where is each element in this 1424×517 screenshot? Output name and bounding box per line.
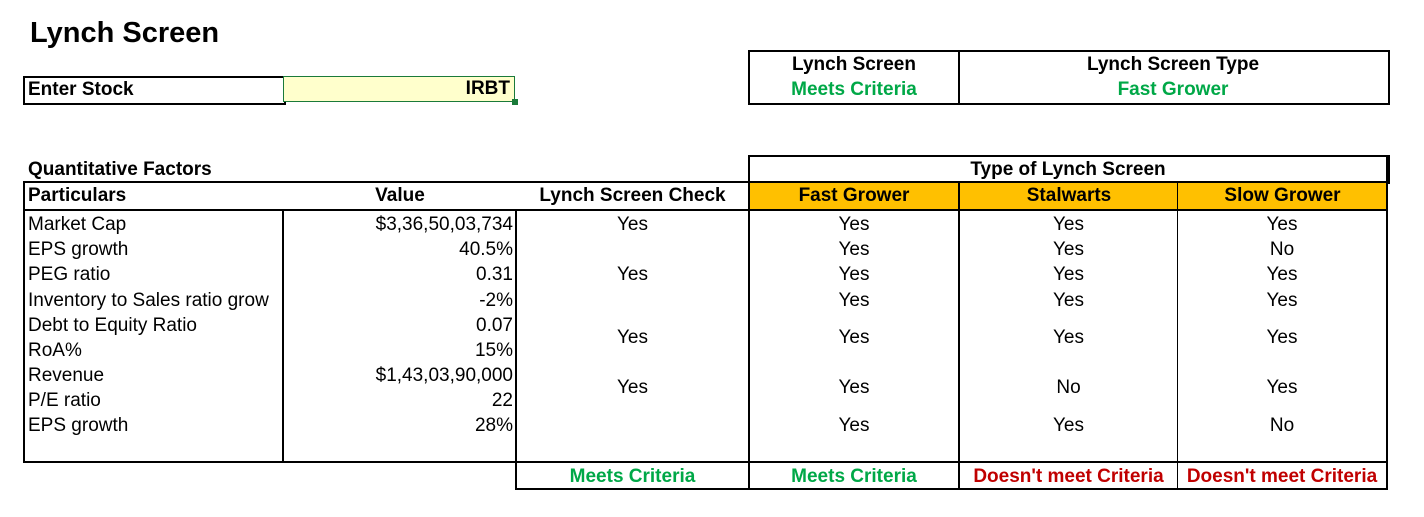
stalwarts-cell: Yes: [1053, 327, 1084, 348]
slow-grower-cell: No: [1269, 239, 1295, 260]
fast-grower-cell: Yes: [838, 214, 870, 235]
col-header-slow-grower: Slow Grower: [1224, 185, 1341, 206]
footer-stalwarts-result: Doesn't meet Criteria: [973, 466, 1164, 487]
footer-bottom-border: [515, 488, 1388, 490]
slow-grower-cell: Yes: [1266, 377, 1298, 398]
row-particular: Revenue: [28, 365, 105, 386]
header-bottom-border: [23, 209, 1388, 211]
slow-grower-cell: Yes: [1266, 290, 1298, 311]
col-header-value: Value: [375, 185, 425, 206]
summary-divider: [958, 51, 960, 103]
fast-grower-cell: Yes: [838, 290, 870, 311]
row-particular: EPS growth: [28, 239, 129, 260]
slow-grower-cell: Yes: [1266, 214, 1298, 235]
check-cell: Yes: [617, 377, 648, 398]
row-particular: Debt to Equity Ratio: [28, 315, 197, 336]
row-particular: Inventory to Sales ratio grow: [28, 290, 269, 311]
row-value: -2%: [479, 290, 513, 311]
row-value: 0.31: [476, 264, 513, 285]
row-value: 0.07: [476, 315, 513, 336]
page-title: Lynch Screen: [30, 17, 220, 49]
type-header-box: [748, 155, 1390, 184]
stalwarts-cell: Yes: [1053, 239, 1084, 260]
row-value: 28%: [474, 415, 513, 436]
value-check-divider: [515, 209, 517, 490]
footer-check-result: Meets Criteria: [569, 466, 696, 487]
particulars-value-divider: [282, 209, 284, 463]
stalwarts-cell: Yes: [1053, 415, 1084, 436]
summary-type-value: Fast Grower: [1117, 79, 1229, 100]
type-header-fill: [750, 183, 1386, 209]
table-right-border: [1386, 155, 1388, 490]
footer-slow-grower-result: Doesn't meet Criteria: [1186, 466, 1378, 487]
type-of-lynch-screen-header: Type of Lynch Screen: [970, 159, 1166, 180]
quantitative-factors-title: Quantitative Factors: [28, 159, 212, 180]
col-header-particulars: Particulars: [28, 185, 127, 206]
summary-box: [748, 50, 1390, 105]
enter-stock-label: Enter Stock: [28, 79, 134, 100]
row-particular: P/E ratio: [28, 390, 101, 411]
summary-lynch-screen-value: Meets Criteria: [791, 79, 917, 100]
fast-grower-cell: Yes: [838, 327, 870, 348]
fast-grower-cell: Yes: [838, 264, 870, 285]
stalwarts-slow-divider: [1177, 183, 1178, 490]
check-cell: Yes: [617, 214, 648, 235]
row-particular: RoA%: [28, 340, 82, 361]
table-left-border: [23, 181, 25, 463]
stalwarts-cell: Yes: [1053, 214, 1084, 235]
summary-type-header: Lynch Screen Type: [1086, 54, 1260, 75]
col-header-stalwarts: Stalwarts: [1026, 185, 1112, 206]
row-value: 22: [491, 390, 513, 411]
row-value: 15%: [474, 340, 513, 361]
footer-fast-grower-result: Meets Criteria: [791, 466, 917, 487]
fast-grower-cell: Yes: [838, 415, 870, 436]
table-bottom-border: [23, 461, 1388, 463]
row-particular: PEG ratio: [28, 264, 111, 285]
fill-handle[interactable]: [512, 99, 518, 105]
slow-grower-cell: No: [1269, 415, 1295, 436]
row-value: 40.5%: [459, 239, 513, 260]
fast-grower-cell: Yes: [838, 377, 870, 398]
stalwarts-cell: Yes: [1053, 290, 1084, 311]
row-value: $1,43,03,90,000: [375, 365, 513, 386]
check-cell: Yes: [617, 264, 648, 285]
stalwarts-cell: Yes: [1053, 264, 1084, 285]
row-particular: EPS growth: [28, 415, 129, 436]
slow-grower-cell: Yes: [1266, 327, 1298, 348]
summary-lynch-screen-header: Lynch Screen: [792, 54, 916, 75]
row-particular: Market Cap: [28, 214, 127, 235]
stock-input[interactable]: IRBT: [283, 76, 515, 102]
slow-grower-cell: Yes: [1266, 264, 1298, 285]
stalwarts-cell: No: [1056, 377, 1081, 398]
check-fast-divider: [748, 181, 750, 490]
table-top-border: [23, 181, 1388, 183]
col-header-fast-grower: Fast Grower: [798, 185, 910, 206]
fast-stalwarts-divider: [958, 183, 960, 490]
check-cell: Yes: [617, 327, 648, 348]
fast-grower-cell: Yes: [838, 239, 870, 260]
col-header-lynch-screen-check: Lynch Screen Check: [539, 185, 726, 206]
row-value: $3,36,50,03,734: [375, 214, 513, 235]
